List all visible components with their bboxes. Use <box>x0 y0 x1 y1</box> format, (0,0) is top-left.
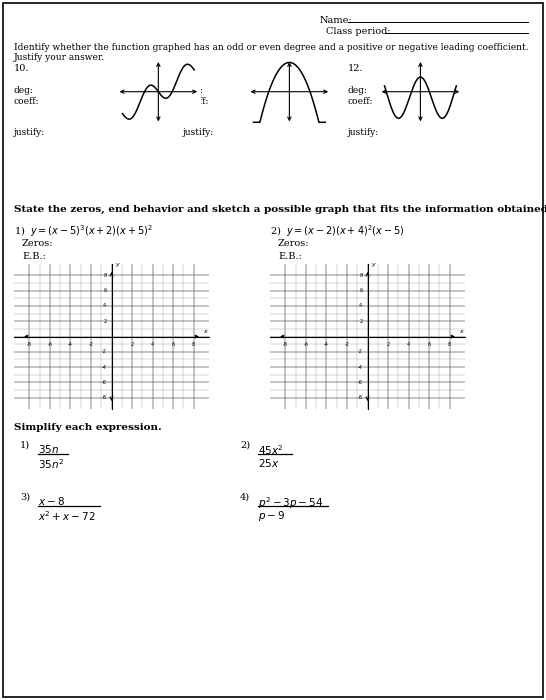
Text: deg:: deg: <box>183 86 203 95</box>
Text: Zeros:: Zeros: <box>22 239 54 248</box>
Text: -2: -2 <box>88 342 93 346</box>
Text: -6: -6 <box>48 342 52 346</box>
Text: justify:: justify: <box>183 128 214 137</box>
Text: Justify your answer.: Justify your answer. <box>14 53 105 62</box>
Text: coeff:: coeff: <box>183 97 209 106</box>
Text: 8: 8 <box>103 273 106 278</box>
Text: -4: -4 <box>324 342 329 346</box>
Text: 6: 6 <box>171 342 175 346</box>
Text: $45x^2$: $45x^2$ <box>258 443 284 457</box>
Text: coeff:: coeff: <box>14 97 39 106</box>
Text: $p-9$: $p-9$ <box>258 509 285 523</box>
Text: deg:: deg: <box>14 86 34 95</box>
Text: $x^2+x-72$: $x^2+x-72$ <box>38 509 96 523</box>
Text: 4: 4 <box>151 342 154 346</box>
Text: 1)  $y = (x-5)^3(x+2)(x+5)^2$: 1) $y = (x-5)^3(x+2)(x+5)^2$ <box>14 223 153 239</box>
Text: 8: 8 <box>448 342 451 346</box>
Text: deg:: deg: <box>348 86 368 95</box>
Text: 2: 2 <box>359 318 363 323</box>
Text: 4: 4 <box>359 304 363 309</box>
Text: Name:: Name: <box>320 16 353 25</box>
Text: 4): 4) <box>240 493 250 502</box>
Text: -8: -8 <box>102 395 106 400</box>
Text: -8: -8 <box>27 342 32 346</box>
Text: -4: -4 <box>358 365 363 370</box>
Text: -8: -8 <box>358 395 363 400</box>
Text: $p^2-3p-54$: $p^2-3p-54$ <box>258 495 323 511</box>
Text: -6: -6 <box>102 380 106 385</box>
Text: -2: -2 <box>345 342 349 346</box>
Text: 12.: 12. <box>348 64 364 73</box>
Text: $x$: $x$ <box>203 328 209 335</box>
Text: 2: 2 <box>103 318 106 323</box>
Text: $x-8$: $x-8$ <box>38 495 65 507</box>
Text: E.B.:: E.B.: <box>22 252 46 261</box>
Text: 2): 2) <box>240 441 250 450</box>
Text: Simplify each expression.: Simplify each expression. <box>14 423 162 432</box>
Text: 2)  $y = (x-2)(x+4)^2(x-5)$: 2) $y = (x-2)(x+4)^2(x-5)$ <box>270 223 405 239</box>
Text: 1): 1) <box>20 441 30 450</box>
Text: 6: 6 <box>428 342 431 346</box>
Text: $35n$: $35n$ <box>38 443 59 455</box>
Text: Identify whether the function graphed has an odd or even degree and a positive o: Identify whether the function graphed ha… <box>14 43 529 52</box>
Text: 4: 4 <box>103 304 106 309</box>
Text: -4: -4 <box>68 342 73 346</box>
Text: $25x$: $25x$ <box>258 457 280 469</box>
Text: -2: -2 <box>358 349 363 354</box>
Text: $y$: $y$ <box>115 261 121 270</box>
Text: -2: -2 <box>102 349 106 354</box>
Text: 6: 6 <box>103 288 106 293</box>
Text: 4: 4 <box>407 342 410 346</box>
Text: $x$: $x$ <box>459 328 465 335</box>
Text: Class period:: Class period: <box>326 27 390 36</box>
Text: -4: -4 <box>102 365 106 370</box>
Text: State the zeros, end behavior and sketch a possible graph that fits the informat: State the zeros, end behavior and sketch… <box>14 205 546 214</box>
Text: Zeros:: Zeros: <box>278 239 310 248</box>
Text: $35n^2$: $35n^2$ <box>38 457 64 471</box>
Text: E.B.:: E.B.: <box>278 252 302 261</box>
Text: justify:: justify: <box>348 128 379 137</box>
Text: 2: 2 <box>130 342 134 346</box>
Text: coeff:: coeff: <box>348 97 373 106</box>
Text: -6: -6 <box>358 380 363 385</box>
Text: 8: 8 <box>192 342 195 346</box>
Text: justify:: justify: <box>14 128 45 137</box>
Text: 2: 2 <box>387 342 390 346</box>
Text: 6: 6 <box>359 288 363 293</box>
Text: $y$: $y$ <box>371 261 377 270</box>
Text: 10.: 10. <box>14 64 29 73</box>
Text: 11.: 11. <box>183 64 199 73</box>
Text: 3): 3) <box>20 493 30 502</box>
Text: -8: -8 <box>283 342 288 346</box>
Text: -6: -6 <box>304 342 308 346</box>
Text: 8: 8 <box>359 273 363 278</box>
